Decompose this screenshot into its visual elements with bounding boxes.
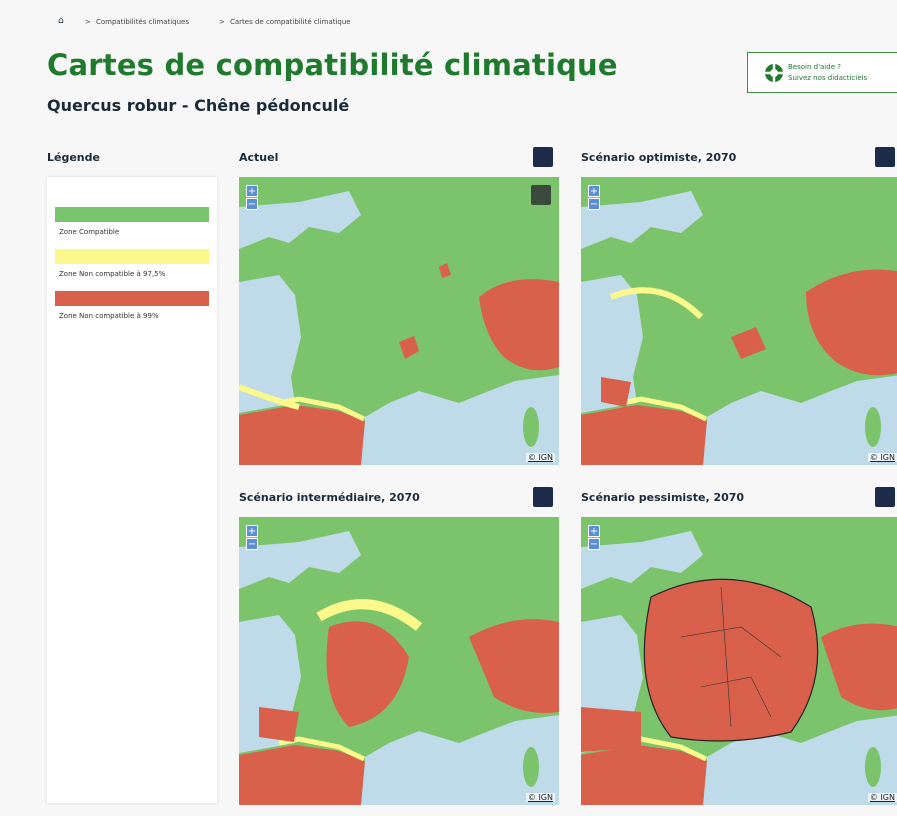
fullscreen-button[interactable]	[533, 147, 553, 167]
map-title: Actuel	[239, 151, 279, 164]
legend-title: Légende	[47, 151, 100, 164]
zoom-out[interactable]: −	[588, 198, 600, 210]
breadcrumb-link[interactable]: Compatibilités climatiques	[96, 18, 189, 26]
map: + − © IGN	[239, 177, 559, 465]
map-title: Scénario pessimiste, 2070	[581, 491, 745, 504]
attribution[interactable]: © IGN	[525, 793, 555, 802]
map-image[interactable]	[239, 517, 559, 805]
legend-swatch	[55, 291, 209, 306]
map: + − © IGN	[581, 517, 897, 805]
attribution[interactable]: © IGN	[525, 453, 555, 462]
help-line2: Suivez nos didacticiels	[788, 74, 868, 82]
zoom-in[interactable]: +	[588, 525, 600, 537]
breadcrumb-sep: >	[85, 18, 91, 26]
zoom-out[interactable]: −	[246, 538, 258, 550]
fullscreen-button[interactable]	[875, 487, 895, 507]
zoom-in[interactable]: +	[246, 525, 258, 537]
page-subtitle: Quercus robur - Chêne pédonculé	[47, 96, 350, 115]
help-button[interactable]: Besoin d'aide ? Suivez nos didacticiels	[747, 52, 897, 93]
legend-panel: Zone Compatible Zone Non compatible à 97,…	[47, 177, 217, 803]
legend-swatch	[55, 249, 209, 264]
legend-label: Zone Compatible	[59, 228, 120, 236]
help-icon	[765, 64, 783, 82]
fullscreen-button[interactable]	[533, 487, 553, 507]
attribution[interactable]: © IGN	[867, 793, 897, 802]
map: + − © IGN	[239, 517, 559, 805]
breadcrumb-current: Cartes de compatibilité climatique	[230, 18, 351, 26]
page-title: Cartes de compatibilité climatique	[47, 48, 618, 82]
legend-label: Zone Non compatible à 99%	[59, 312, 159, 320]
home-icon[interactable]: ⌂	[58, 16, 64, 26]
legend-label: Zone Non compatible à 97,5%	[59, 270, 166, 278]
map-title: Scénario optimiste, 2070	[581, 151, 737, 164]
map-image[interactable]	[581, 177, 897, 465]
map-image[interactable]	[581, 517, 897, 805]
legend-swatch	[55, 207, 209, 222]
map: + − © IGN	[581, 177, 897, 465]
map-title: Scénario intermédiaire, 2070	[239, 491, 420, 504]
help-line1: Besoin d'aide ?	[788, 63, 841, 71]
fullscreen-button[interactable]	[875, 147, 895, 167]
layers-button[interactable]	[531, 185, 551, 205]
zoom-in[interactable]: +	[246, 185, 258, 197]
map-image[interactable]	[239, 177, 559, 465]
zoom-in[interactable]: +	[588, 185, 600, 197]
zoom-out[interactable]: −	[246, 198, 258, 210]
breadcrumb-sep: >	[219, 18, 225, 26]
attribution[interactable]: © IGN	[867, 453, 897, 462]
zoom-out[interactable]: −	[588, 538, 600, 550]
